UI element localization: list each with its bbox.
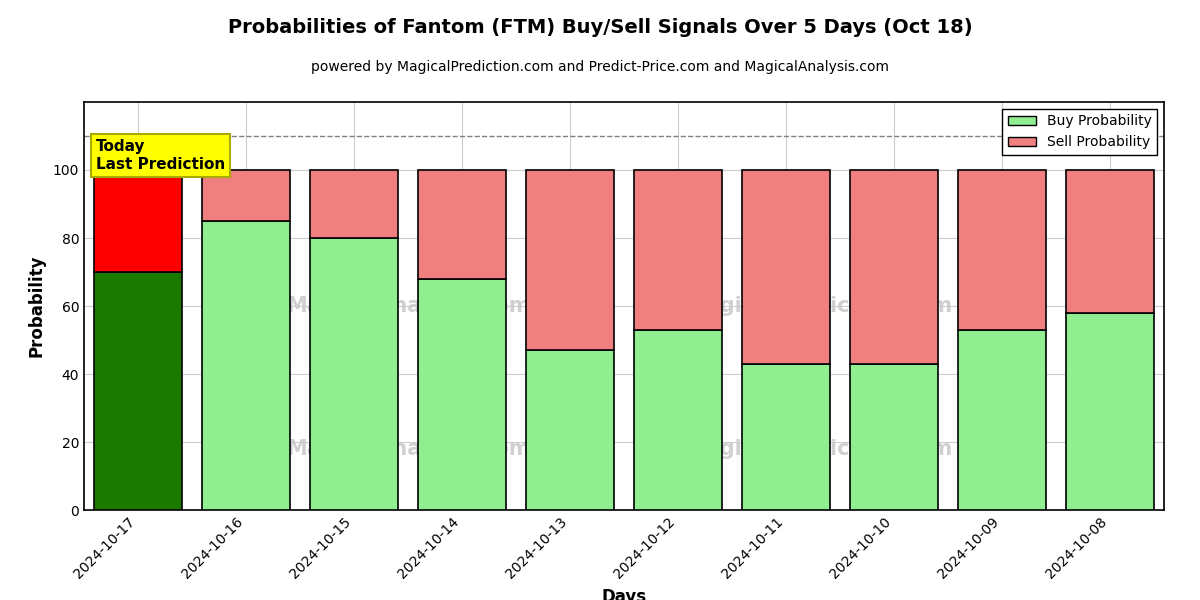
Bar <box>850 364 938 510</box>
Text: MagicalPrediction.com: MagicalPrediction.com <box>685 296 952 316</box>
Bar <box>202 221 290 510</box>
Text: MagicalPrediction.com: MagicalPrediction.com <box>685 439 952 459</box>
Bar <box>742 364 830 510</box>
Text: Today
Last Prediction: Today Last Prediction <box>96 139 226 172</box>
Bar <box>310 170 398 238</box>
Bar <box>418 279 506 510</box>
Bar <box>958 330 1046 510</box>
Bar <box>310 238 398 510</box>
Bar <box>1066 313 1154 510</box>
Bar <box>526 350 614 510</box>
Bar <box>850 170 938 364</box>
X-axis label: Days: Days <box>601 589 647 600</box>
Text: Probabilities of Fantom (FTM) Buy/Sell Signals Over 5 Days (Oct 18): Probabilities of Fantom (FTM) Buy/Sell S… <box>228 18 972 37</box>
Bar <box>526 170 614 350</box>
Bar <box>742 170 830 364</box>
Bar <box>94 272 182 510</box>
Y-axis label: Probability: Probability <box>28 255 46 357</box>
Legend: Buy Probability, Sell Probability: Buy Probability, Sell Probability <box>1002 109 1157 155</box>
Bar <box>1066 170 1154 313</box>
Text: powered by MagicalPrediction.com and Predict-Price.com and MagicalAnalysis.com: powered by MagicalPrediction.com and Pre… <box>311 60 889 74</box>
Bar <box>202 170 290 221</box>
Bar <box>634 330 722 510</box>
Text: MagicalAnalysis.com: MagicalAnalysis.com <box>286 296 530 316</box>
Bar <box>418 170 506 279</box>
Bar <box>634 170 722 330</box>
Bar <box>958 170 1046 330</box>
Bar <box>94 170 182 272</box>
Text: MagicalAnalysis.com: MagicalAnalysis.com <box>286 439 530 459</box>
